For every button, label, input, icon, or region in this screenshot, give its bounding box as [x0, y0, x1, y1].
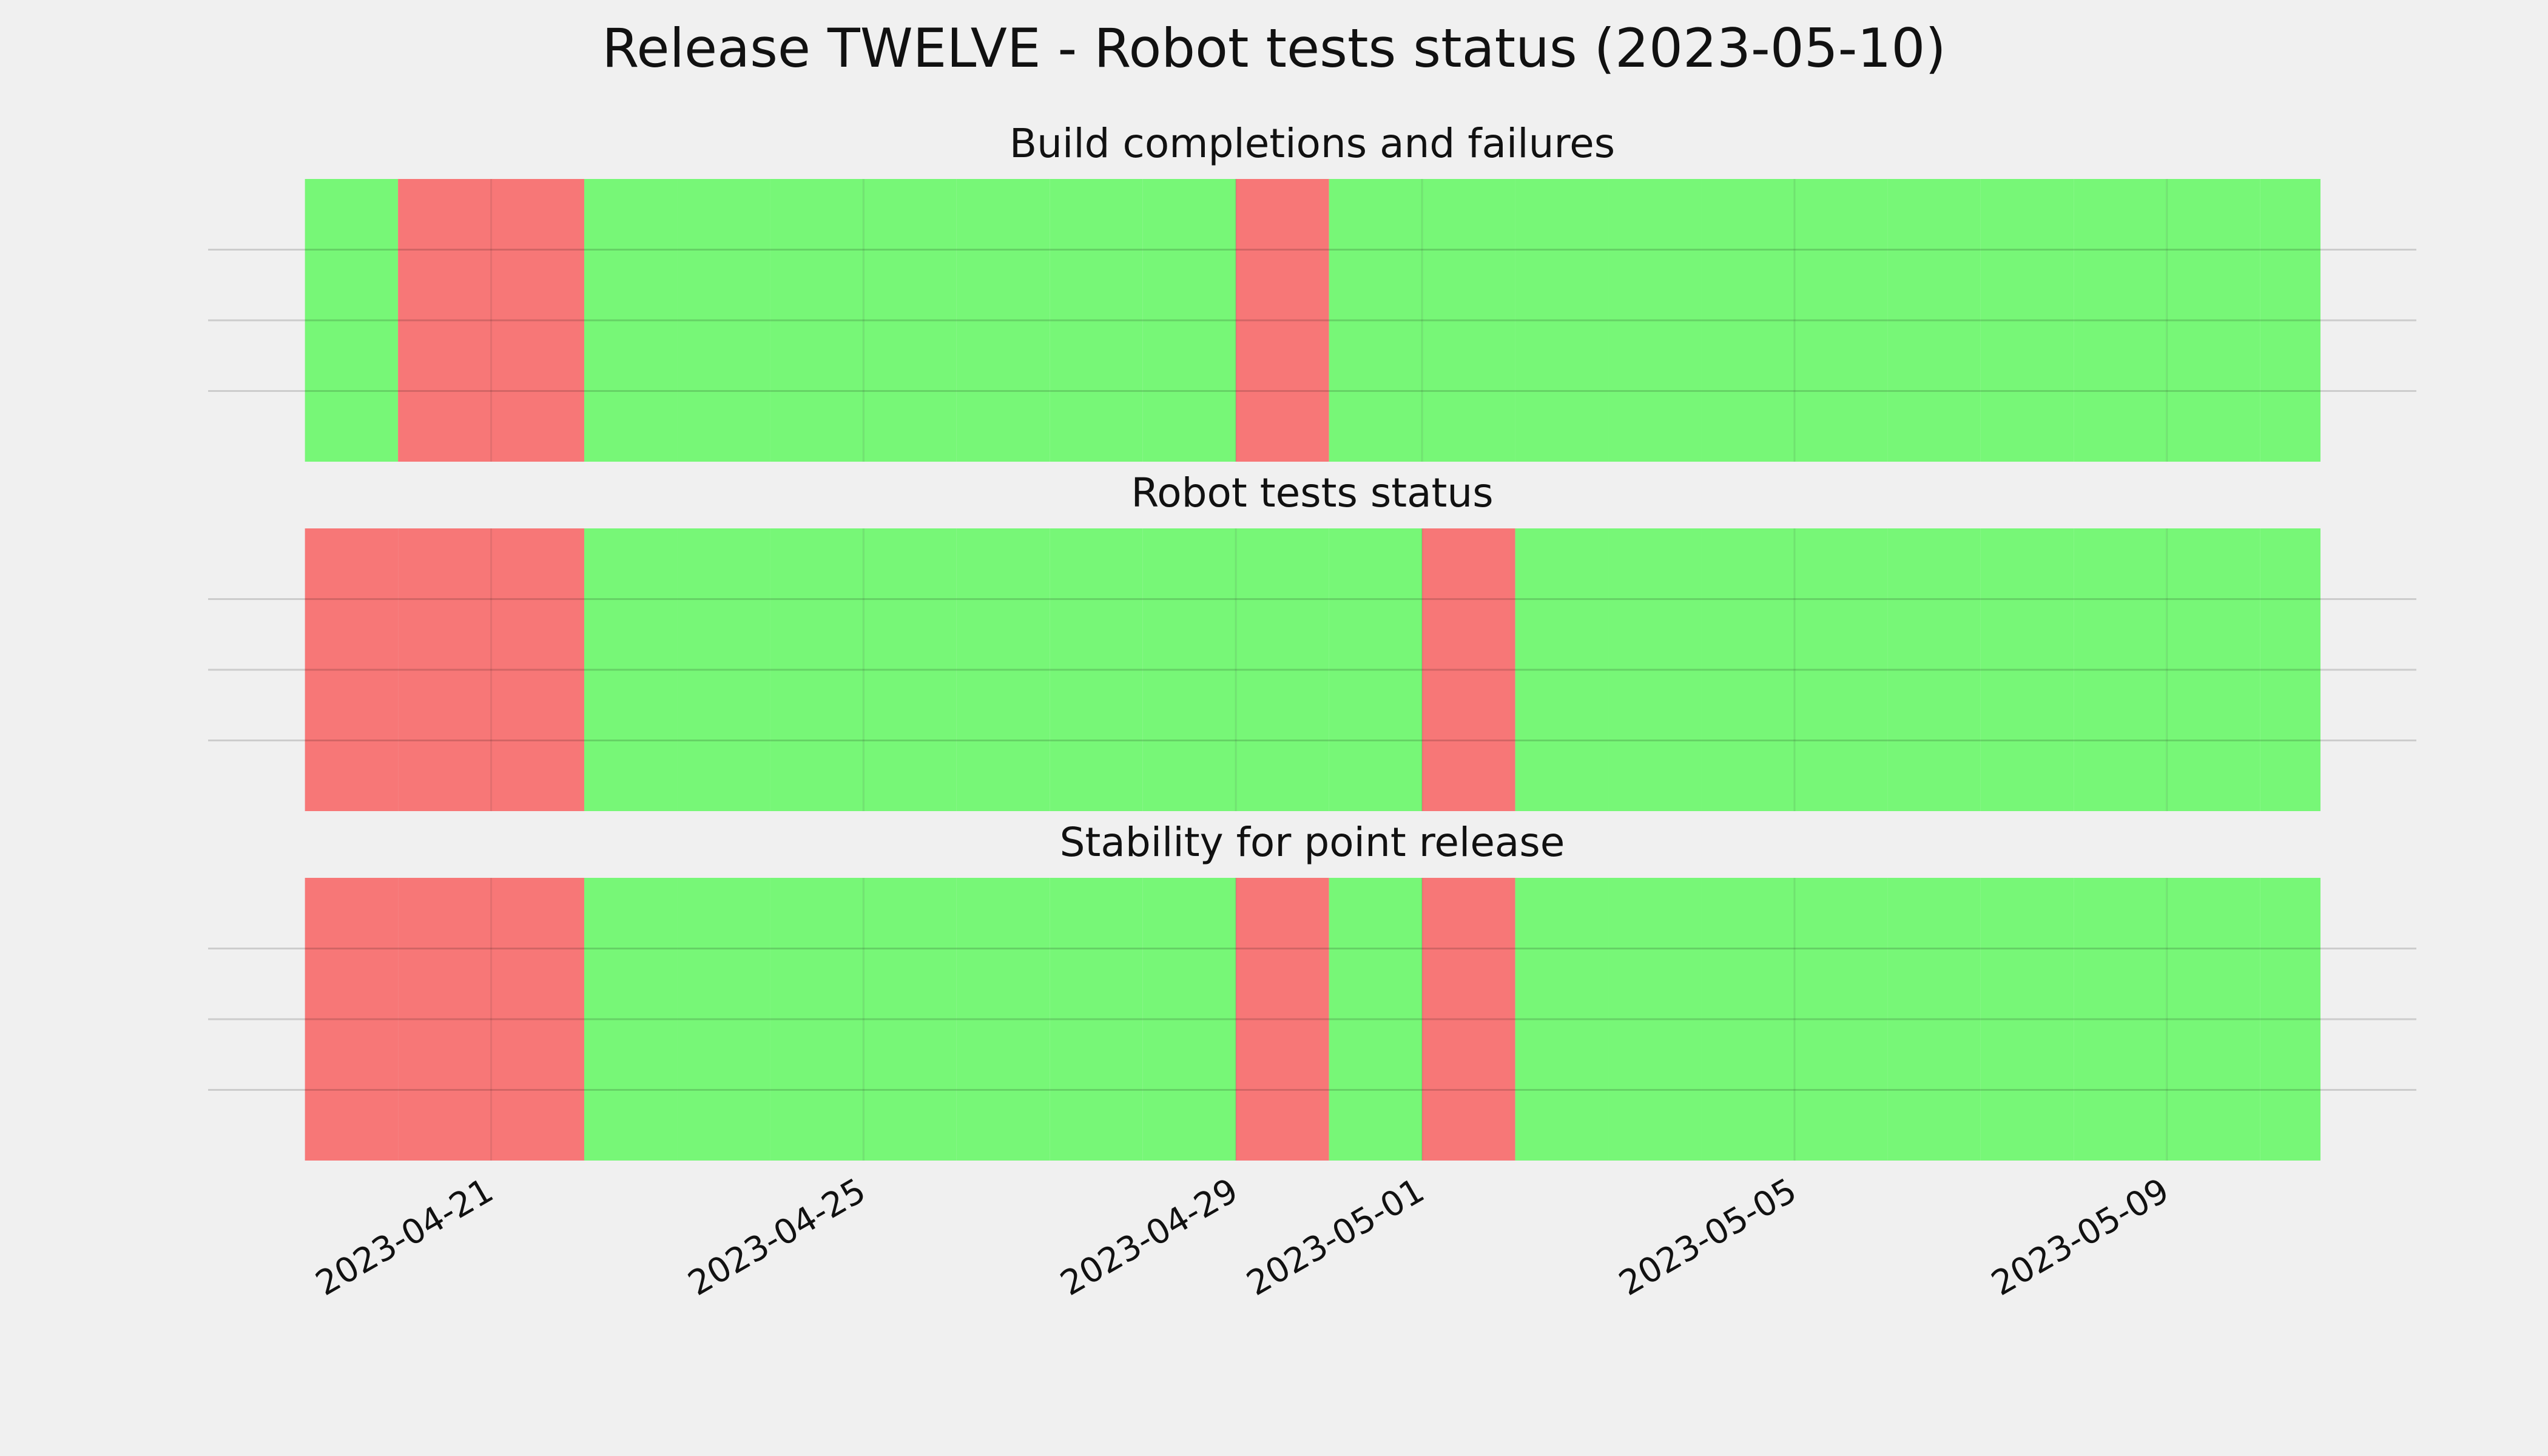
status-segment [1701, 179, 1795, 462]
status-segment [677, 528, 770, 811]
status-segment [770, 179, 864, 462]
status-segment [1701, 528, 1795, 811]
status-segment [1329, 878, 1423, 1161]
status-segment [863, 179, 957, 462]
status-segment [1794, 179, 1888, 462]
status-segment [1329, 528, 1423, 811]
status-segment [305, 528, 399, 811]
status-segment [1142, 179, 1236, 462]
status-segment [1236, 179, 1329, 462]
status-segment [305, 878, 399, 1161]
panel-title: Build completions and failures [1009, 120, 1615, 167]
status-segment [1050, 179, 1143, 462]
status-segment [956, 878, 1050, 1161]
status-segment [1980, 528, 2074, 811]
status-segment [2260, 528, 2320, 811]
status-segment [398, 528, 491, 811]
status-segment [1794, 878, 1888, 1161]
status-segment [491, 179, 585, 462]
status-segment [1980, 878, 2074, 1161]
status-segment [1050, 878, 1143, 1161]
status-segment [770, 528, 864, 811]
status-segment [1608, 528, 1702, 811]
status-segment [2166, 878, 2260, 1161]
status-segment [1608, 179, 1702, 462]
status-segment [1329, 179, 1423, 462]
status-segment [2260, 878, 2320, 1161]
status-segment [1701, 878, 1795, 1161]
chart-title: Release TWELVE - Robot tests status (202… [602, 17, 1946, 79]
status-segment [2166, 528, 2260, 811]
status-segment [1236, 878, 1329, 1161]
status-segment [2074, 528, 2167, 811]
status-segment [2166, 179, 2260, 462]
status-segment [863, 528, 957, 811]
status-segment [1887, 528, 1981, 811]
status-segment [1050, 528, 1143, 811]
status-segment [1980, 179, 2074, 462]
status-segment [2074, 179, 2167, 462]
status-segment [770, 878, 864, 1161]
status-segment [956, 179, 1050, 462]
status-segment [584, 528, 678, 811]
status-segment [677, 878, 770, 1161]
status-segment [1887, 179, 1981, 462]
status-segment [1422, 179, 1515, 462]
status-segment [1422, 528, 1515, 811]
status-segment [1142, 528, 1236, 811]
status-segment [2074, 878, 2167, 1161]
status-segment [1236, 528, 1329, 811]
status-segment [1887, 878, 1981, 1161]
status-segment [1515, 528, 1609, 811]
panel-title: Robot tests status [1131, 470, 1493, 516]
status-segment [491, 528, 585, 811]
status-segment [398, 878, 491, 1161]
status-segment [1515, 878, 1609, 1161]
status-segment [584, 179, 678, 462]
status-segment [1794, 528, 1888, 811]
panel-title: Stability for point release [1060, 819, 1565, 866]
status-segment [305, 179, 399, 462]
status-segment [863, 878, 957, 1161]
status-segment [1422, 878, 1515, 1161]
status-segment [491, 878, 585, 1161]
status-segment [398, 179, 491, 462]
status-segment [1515, 179, 1609, 462]
status-segment [2260, 179, 2320, 462]
status-segment [677, 179, 770, 462]
status-segment [956, 528, 1050, 811]
status-segment [584, 878, 678, 1161]
status-segment [1142, 878, 1236, 1161]
status-segment [1608, 878, 1702, 1161]
